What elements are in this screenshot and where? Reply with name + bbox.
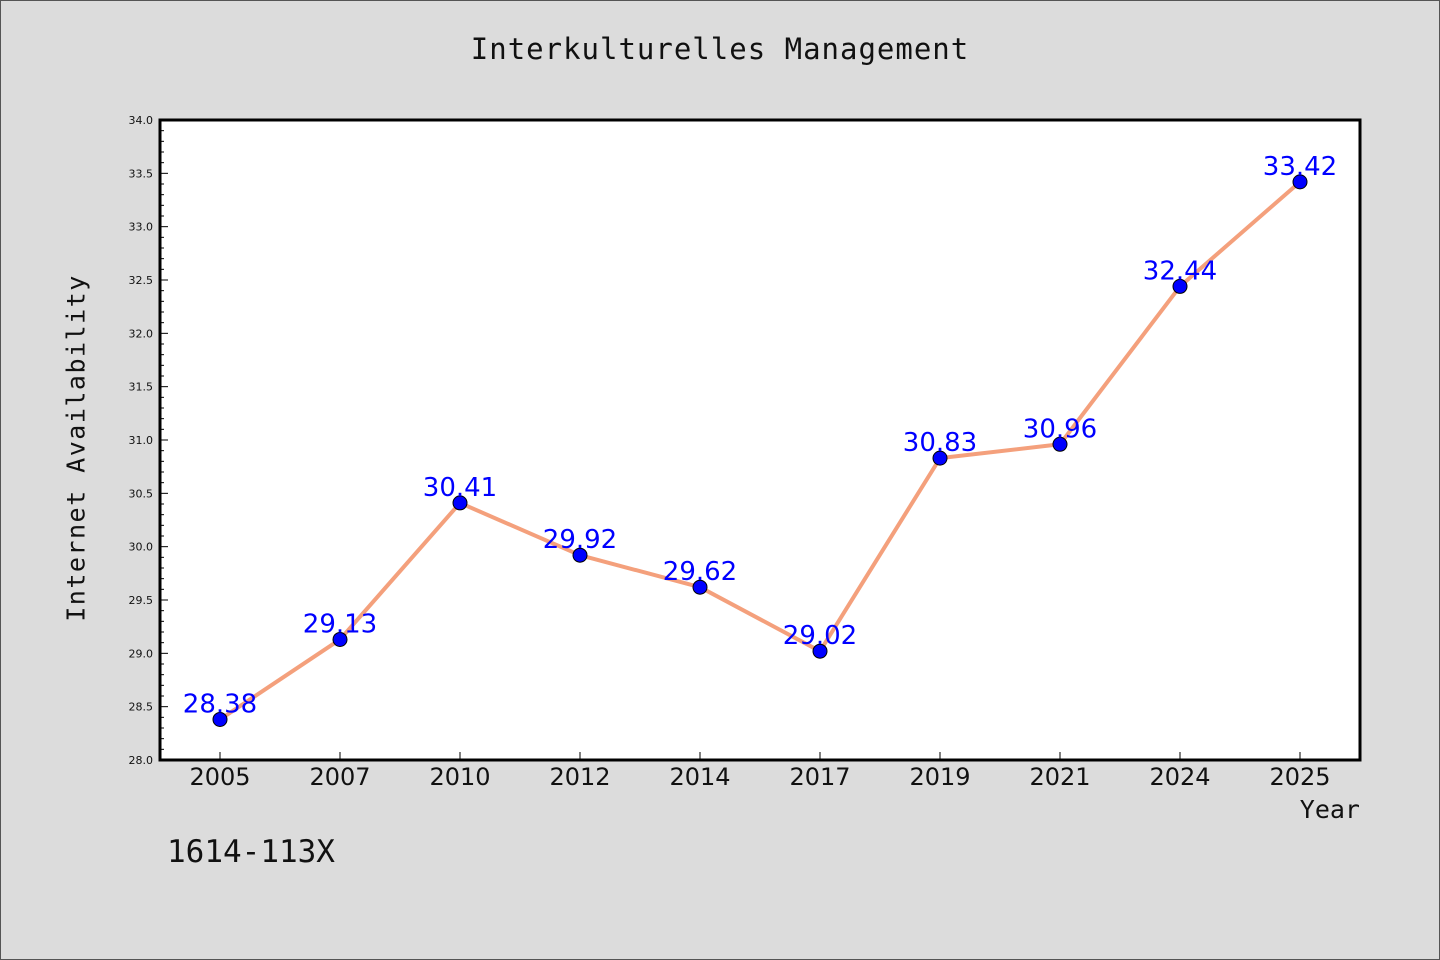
- y-tick-label: 32.0: [129, 327, 154, 340]
- data-point: [572, 547, 588, 563]
- x-tick-label: 2010: [429, 763, 490, 791]
- y-tick-label: 30.0: [129, 541, 154, 554]
- data-point: [932, 450, 948, 466]
- data-point: [1292, 174, 1308, 190]
- y-tick-label: 33.0: [129, 221, 154, 234]
- data-point: [452, 495, 468, 511]
- data-point: [1172, 278, 1188, 294]
- chart-title: Interkulturelles Management: [470, 32, 970, 66]
- data-label: 29.62: [663, 557, 737, 587]
- y-tick-label: 34.0: [129, 114, 154, 127]
- plot-area: [160, 120, 1360, 760]
- series-line: [218, 179, 1302, 722]
- y-tick-label: 28.0: [129, 754, 154, 767]
- data-point: [212, 711, 228, 727]
- data-label: 32.44: [1143, 256, 1217, 286]
- data-point: [1052, 436, 1068, 452]
- data-label: 30.41: [423, 473, 497, 503]
- y-tick-label: 32.5: [129, 274, 154, 287]
- issn-code: 1614-113X: [167, 834, 335, 870]
- data-label: 30.83: [903, 428, 977, 458]
- x-tick-label: 2012: [549, 763, 610, 791]
- y-tick-label: 29.5: [129, 594, 154, 607]
- data-label: 33.42: [1263, 152, 1337, 182]
- data-label: 29.02: [783, 621, 857, 651]
- data-point: [812, 643, 828, 659]
- x-tick-label: 2014: [669, 763, 730, 791]
- x-tick-label: 2021: [1029, 763, 1090, 791]
- y-tick-label: 31.0: [129, 434, 154, 447]
- data-point: [692, 579, 708, 595]
- data-label: 28.38: [183, 689, 257, 719]
- data-label: 29.13: [303, 609, 377, 639]
- data-point: [332, 631, 348, 647]
- data-label: 29.92: [543, 525, 617, 555]
- y-tick-label: 30.5: [129, 487, 154, 500]
- plot-border: [158, 118, 1362, 762]
- y-tick-label: 29.0: [129, 647, 154, 660]
- y-axis-label: Internet Availability: [61, 274, 91, 622]
- y-tick-label: 31.5: [129, 381, 154, 394]
- y-tick-label: 33.5: [129, 167, 154, 180]
- x-tick-label: 2024: [1149, 763, 1210, 791]
- x-axis-label: Year: [1299, 795, 1360, 824]
- y-tick-label: 28.5: [129, 701, 154, 714]
- data-label: 30.96: [1023, 414, 1097, 444]
- x-tick-label: 2007: [309, 763, 370, 791]
- x-tick-label: 2025: [1269, 763, 1330, 791]
- x-tick-label: 2019: [909, 763, 970, 791]
- x-tick-label: 2005: [189, 763, 250, 791]
- x-tick-label: 2017: [789, 763, 850, 791]
